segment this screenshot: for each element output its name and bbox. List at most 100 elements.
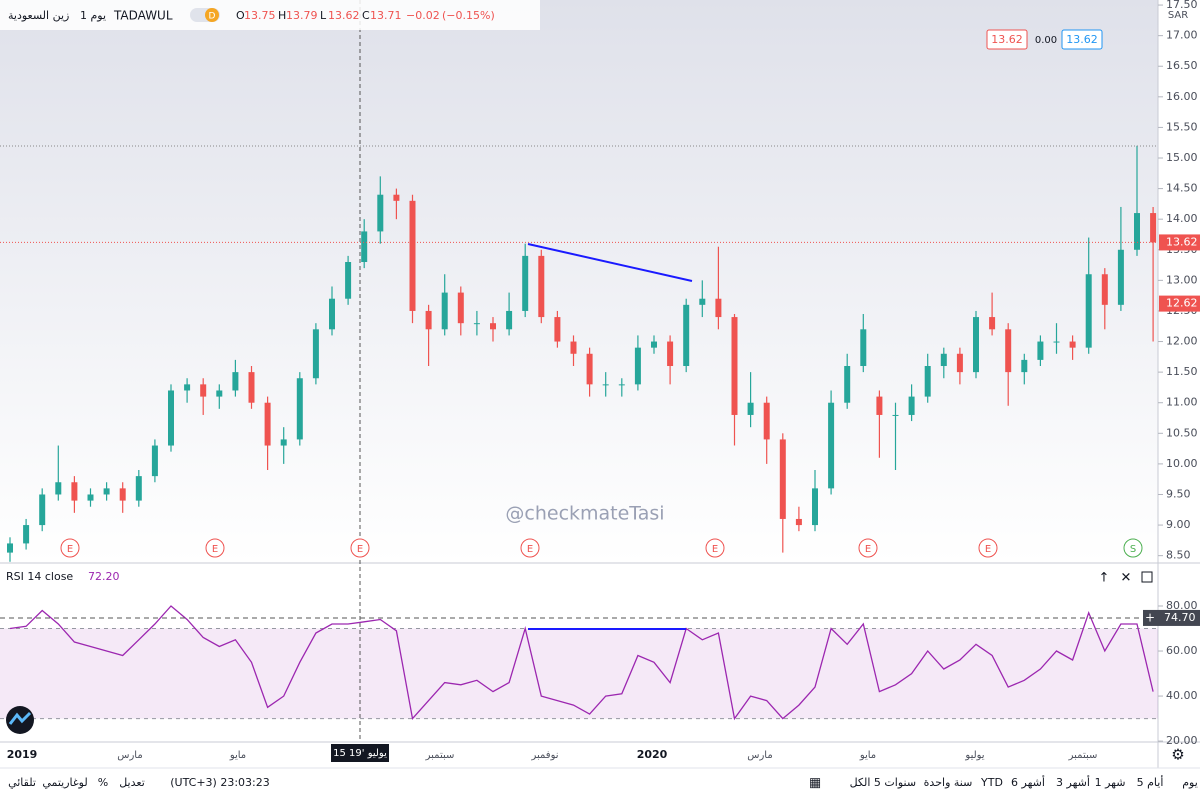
event-marker[interactable]	[978, 538, 998, 558]
candle-body	[55, 482, 62, 495]
x-tick-label: مارس	[747, 750, 772, 761]
rsi-line	[9, 605, 1154, 721]
range-button[interactable]: يوم	[1182, 776, 1198, 789]
candle-body	[200, 384, 207, 397]
candle-body	[924, 366, 931, 397]
settings-icon[interactable]: ⚙	[1171, 746, 1184, 764]
event-label: E	[67, 544, 73, 555]
event-marker[interactable]	[60, 538, 80, 558]
y-tick-label: 8.50	[1166, 549, 1191, 562]
candle-body	[876, 396, 883, 415]
range-button[interactable]: 5 سنوات	[874, 776, 916, 789]
move-up-icon[interactable]: ↑	[1099, 571, 1110, 586]
candle-body	[1150, 213, 1157, 243]
event-marker[interactable]	[520, 538, 540, 558]
event-label: E	[527, 544, 533, 555]
calendar-icon[interactable]: ▦	[809, 776, 821, 791]
candle-body	[522, 255, 529, 311]
candle-body	[490, 323, 496, 330]
candle-body	[973, 317, 979, 373]
candle-body	[393, 194, 400, 201]
range-button[interactable]: 5 أيام	[1137, 775, 1164, 789]
price-label: 13.62	[1166, 235, 1198, 248]
buy-box[interactable]	[1061, 29, 1103, 50]
event-marker[interactable]	[350, 538, 370, 558]
interval: يوم 1	[80, 9, 106, 22]
range-button[interactable]: YTD	[980, 776, 1003, 789]
event-label: S	[1130, 544, 1136, 555]
maximize-icon[interactable]	[1141, 571, 1153, 583]
ohlc-key: L	[320, 9, 327, 22]
candle-body	[312, 329, 319, 379]
candle-body	[538, 255, 545, 318]
candle-body	[280, 439, 287, 446]
sell-price: 13.62	[991, 33, 1023, 46]
range-button[interactable]: 1 شهر	[1095, 776, 1126, 789]
rsi-y-tick-label: 80.00	[1166, 599, 1198, 612]
range-button[interactable]: 6 أشهر	[1011, 775, 1045, 789]
buy-price: 13.62	[1066, 33, 1098, 46]
scale-option[interactable]: تلقائي	[8, 776, 36, 789]
y-tick-label: 12.00	[1166, 335, 1198, 348]
candle-body	[441, 292, 448, 330]
rsi-y-tick-label: 40.00	[1166, 689, 1198, 702]
candle-body	[1117, 249, 1124, 305]
candle-body	[747, 402, 754, 415]
candle-body	[892, 414, 899, 416]
candle-body	[39, 494, 46, 526]
candle-body	[329, 298, 335, 330]
candle-body	[795, 518, 802, 526]
x-tick-label: نوفمبر	[530, 750, 558, 761]
rsi-title: RSI 14 close	[6, 570, 73, 583]
scale-option[interactable]: تعديل	[119, 776, 145, 789]
ohlc-value: 13.75	[244, 9, 276, 22]
event-marker[interactable]	[858, 538, 878, 558]
range-button[interactable]: سنة واحدة	[924, 776, 973, 789]
event-marker[interactable]	[705, 538, 725, 558]
candle-body	[7, 543, 13, 553]
trend-line[interactable]	[527, 243, 693, 282]
x-tick-label: يوليو	[964, 750, 984, 761]
y-tick-label: 13.00	[1166, 273, 1198, 286]
event-marker[interactable]	[1123, 538, 1143, 558]
sell-box[interactable]	[986, 29, 1028, 50]
candle-body	[1037, 341, 1044, 360]
candle-body	[1021, 359, 1028, 373]
rsi-layer	[0, 605, 1158, 721]
event-marker[interactable]	[205, 538, 225, 558]
scale-option[interactable]: لوغاريتمي	[42, 776, 87, 789]
x-tick-label: مايو	[859, 750, 876, 761]
x-tick-label: مارس	[117, 750, 142, 761]
candle-body	[264, 402, 271, 446]
rsi-pane	[0, 563, 1158, 742]
toolbar-items: الكل 5 سنوات سنة واحدة YTD 6 أشهر 3 أشهر 1 شهر…	[8, 775, 1198, 791]
candle-body	[71, 482, 78, 501]
range-button[interactable]: الكل	[850, 776, 871, 789]
x-tick-label: 2020	[637, 748, 668, 761]
legend-bg	[0, 0, 540, 30]
candle-body	[731, 317, 738, 415]
close-icon[interactable]: ✕	[1121, 571, 1132, 586]
candle-body	[667, 341, 674, 367]
event-label: E	[357, 544, 363, 555]
plus-icon[interactable]: +	[1145, 610, 1155, 624]
candle-body	[425, 310, 432, 330]
y-tick-label: 16.00	[1166, 90, 1198, 103]
candle-body	[828, 402, 835, 489]
scale-option[interactable]: %	[98, 776, 108, 789]
candle-body	[618, 384, 625, 386]
candle-body	[506, 310, 513, 330]
candle-body	[860, 329, 867, 367]
x-tick-label: 2019	[7, 748, 38, 761]
price-label-bg	[1159, 295, 1200, 312]
candle-body	[151, 445, 158, 477]
range-button[interactable]: 3 أشهر	[1056, 775, 1090, 789]
candle-body	[554, 317, 561, 342]
candle-body	[119, 488, 126, 501]
candle-body	[812, 488, 818, 526]
crosshair-label: 15 يوليو '19	[333, 748, 387, 759]
symbol-name: زين السعودية	[8, 9, 69, 22]
candle-body	[989, 317, 996, 330]
y-tick-label: 9.00	[1166, 518, 1191, 531]
event-label: E	[212, 544, 218, 555]
